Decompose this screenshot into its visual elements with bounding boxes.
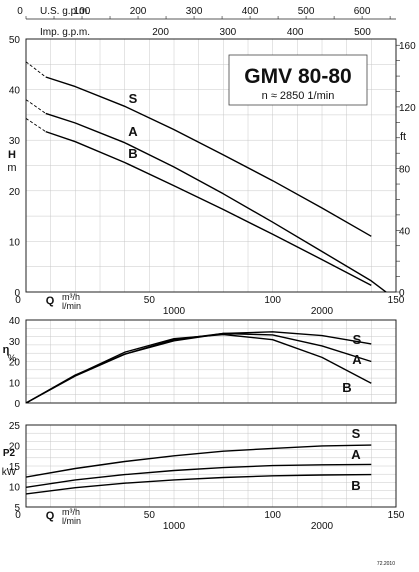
top-axis-us-tick: 400 (242, 6, 259, 17)
top-axis-us-tick: 300 (186, 6, 203, 17)
power-bottom-q-label: Q (46, 510, 55, 522)
power-bottom-q-tick: 100 (264, 510, 281, 521)
series-b-line (45, 130, 372, 287)
top-axis-imp-label: Imp. g.p.m. (40, 27, 90, 38)
head-bottom-lmin-tick: 1000 (163, 306, 186, 317)
series-group (26, 444, 372, 495)
power-ytick: 20 (9, 442, 21, 453)
top-axis-imp-tick: 200 (152, 27, 169, 38)
head-ytick-right: 120 (399, 103, 416, 114)
footer-code: 72.2010 (377, 561, 395, 567)
series-label-s: S (353, 332, 362, 347)
head-ylabel-ft: ft (400, 131, 406, 143)
series-label-b: B (128, 146, 137, 161)
power-bottom-q-tick: 50 (144, 510, 156, 521)
power-bottom-unit-lmin: l/min (62, 516, 81, 526)
head-ytick-right: 0 (399, 288, 405, 299)
series-b-extrapolation (26, 118, 46, 132)
top-axis-imp-tick: 300 (220, 27, 237, 38)
series-b-line (26, 333, 372, 403)
head-bottom-unit-lmin: l/min (62, 301, 81, 311)
eff-ytick: 30 (9, 337, 21, 348)
series-label-s: S (129, 91, 138, 106)
eff-ytick: 10 (9, 378, 21, 389)
power-ytick: 25 (9, 421, 21, 432)
head-ytick-left: 40 (9, 86, 21, 97)
eff-ylabel-pct: % (8, 353, 16, 363)
top-axis-imp-tick: 400 (287, 27, 304, 38)
series-label-a: A (351, 447, 361, 462)
top-axis-us-tick: 0 (17, 6, 23, 17)
top-axis-us-tick: 100 (74, 6, 91, 17)
top-axis-us-tick: 500 (298, 6, 315, 17)
head-ytick-left: 10 (9, 237, 21, 248)
head-ytick-right: 40 (399, 226, 411, 237)
series-a-line (45, 112, 388, 292)
power-ytick: 10 (9, 483, 21, 494)
series-s-extrapolation (26, 61, 46, 78)
power-bottom-lmin-tick: 2000 (311, 521, 334, 532)
head-bottom-q-tick: 100 (264, 295, 281, 306)
power-bottom-q-tick: 150 (388, 510, 405, 521)
top-axis-us-label: U.S. g.p.m. (40, 6, 90, 17)
head-ytick-right: 80 (399, 165, 411, 176)
series-a-line (26, 463, 372, 488)
power-ytick: 5 (14, 503, 20, 514)
series-label-b: B (342, 380, 351, 395)
head-ytick-left: 50 (9, 35, 21, 46)
eff-ytick: 20 (9, 358, 21, 369)
head-bottom-unit-m3h: m³/h (62, 292, 80, 302)
head-ylabel-m: m (7, 162, 16, 174)
eff-ytick: 0 (14, 399, 20, 410)
power-bottom-unit-m3h: m³/h (62, 507, 80, 517)
power-ytick: 15 (9, 462, 21, 473)
title-box (228, 54, 368, 106)
power-ylabel-p2: P2 (3, 448, 16, 459)
series-label-s: S (352, 426, 361, 441)
panel-frame (25, 38, 397, 293)
head-bottom-q-label: Q (46, 295, 55, 307)
head-bottom-q-tick: 150 (388, 295, 405, 306)
head-bottom-lmin-tick: 2000 (311, 306, 334, 317)
head-ytick-left: 20 (9, 187, 21, 198)
series-group (26, 331, 372, 403)
panel-frame (25, 319, 397, 404)
power-ylabel-kw: kW (2, 467, 17, 478)
top-axis-imp-tick: 500 (354, 27, 371, 38)
series-label-a: A (128, 124, 138, 139)
top-axis-us-tick: 200 (130, 6, 147, 17)
head-ytick-left: 0 (14, 288, 20, 299)
panel-frame (25, 424, 397, 508)
series-a-extrapolation (26, 99, 46, 114)
series-label-a: A (352, 352, 362, 367)
series-label-b: B (351, 478, 360, 493)
head-bottom-q-tick: 0 (15, 295, 21, 306)
power-bottom-lmin-tick: 1000 (163, 521, 186, 532)
head-bottom-q-tick: 50 (144, 295, 156, 306)
series-b-line (26, 473, 372, 495)
eff-ylabel-eta: η (3, 344, 10, 356)
eff-ytick: 40 (9, 316, 21, 327)
series-group (26, 61, 388, 292)
head-ytick-right: 160 (399, 41, 416, 52)
series-s-line (26, 444, 372, 478)
chart-title: GMV 80-80 (244, 65, 351, 88)
head-ytick-left: 30 (9, 136, 21, 147)
series-s-line (45, 76, 372, 237)
power-bottom-q-tick: 0 (15, 510, 21, 521)
chart-subtitle: n ≈ 2850 1/min (262, 90, 335, 102)
head-ylabel-h: H (8, 149, 16, 161)
top-axis-us-tick: 600 (354, 6, 371, 17)
